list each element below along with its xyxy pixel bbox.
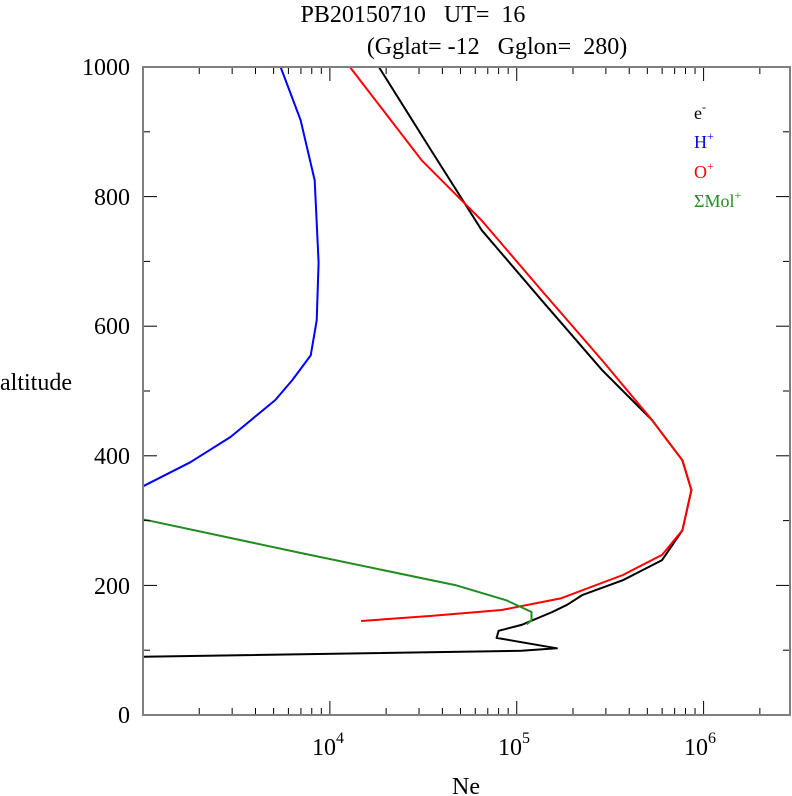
legend-entry-mol: ΣMol+ bbox=[694, 188, 741, 211]
legend-entry-h: H+ bbox=[694, 129, 714, 152]
plot-lines bbox=[142, 66, 693, 658]
legend-entry-o: O+ bbox=[694, 159, 714, 182]
legend-entry-e: e- bbox=[694, 100, 706, 123]
chart-subtitle: (Gglat= -12 Gglon= 280) bbox=[367, 34, 627, 60]
y-axis-label: altitude bbox=[0, 370, 72, 396]
series-line-molecular-ion bbox=[142, 518, 533, 626]
series-line-hydrogen-ion bbox=[142, 66, 320, 488]
series-line-oxygen-ion bbox=[349, 66, 693, 622]
y-tick-label: 600 bbox=[94, 314, 130, 340]
chart-title: PB20150710 UT= 16 bbox=[301, 2, 526, 28]
y-tick-label: 0 bbox=[118, 703, 130, 729]
y-tick-label: 800 bbox=[94, 185, 130, 211]
y-tick-label: 400 bbox=[94, 444, 130, 470]
x-tick-label: 104 bbox=[312, 730, 344, 761]
x-tick-label: 106 bbox=[684, 730, 716, 761]
y-tick-labels: 0 200 400 600 800 1000 bbox=[82, 55, 130, 729]
x-tick-label: 105 bbox=[498, 730, 530, 761]
y-tick-label: 1000 bbox=[82, 55, 130, 81]
axis-ticks bbox=[143, 67, 790, 715]
legend: e- H+ O+ ΣMol+ bbox=[694, 100, 741, 211]
x-axis-label: Ne bbox=[452, 774, 480, 796]
y-tick-label: 200 bbox=[94, 574, 130, 600]
series-line-electron bbox=[142, 66, 693, 658]
x-tick-labels: 104 105 106 bbox=[312, 730, 716, 761]
plot-frame bbox=[142, 66, 791, 716]
